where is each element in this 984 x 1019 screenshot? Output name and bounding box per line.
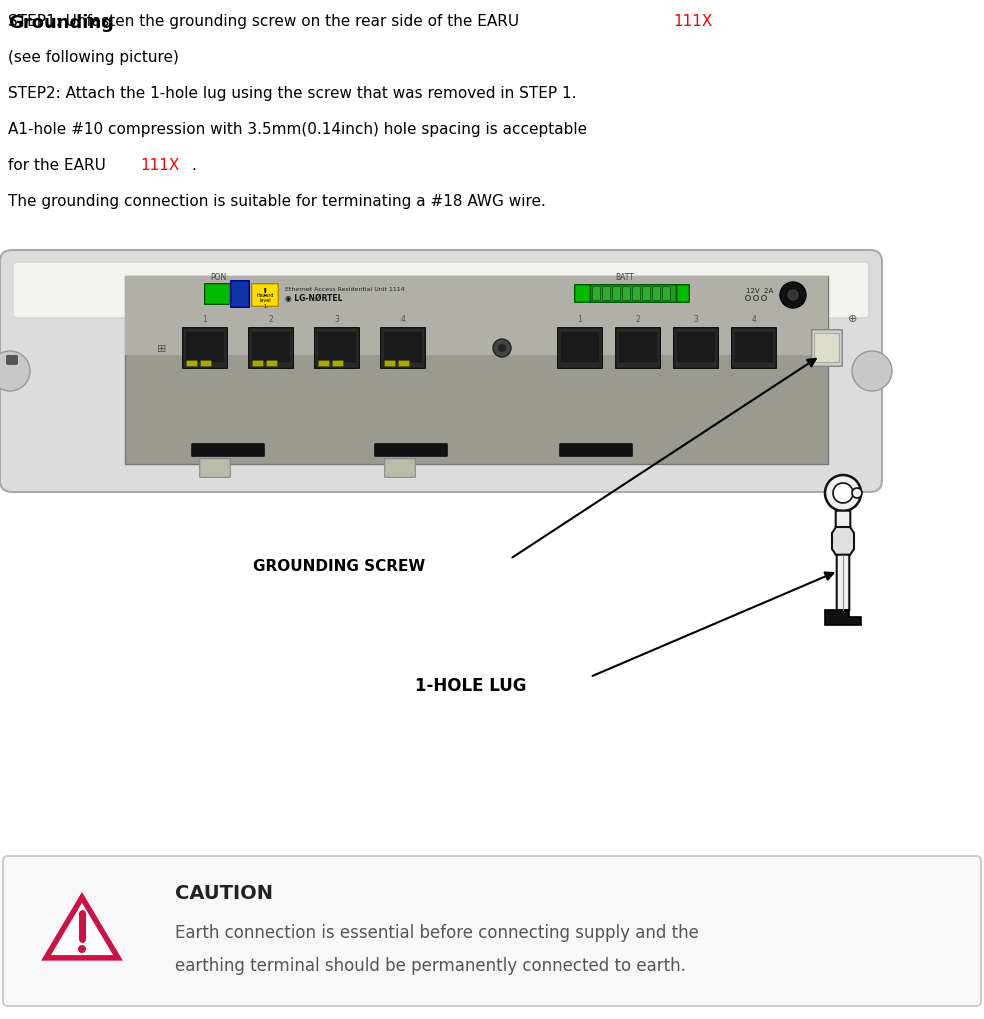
Circle shape — [493, 339, 511, 358]
Circle shape — [0, 352, 30, 391]
FancyBboxPatch shape — [200, 460, 230, 478]
Text: 1-HOLE LUG: 1-HOLE LUG — [415, 677, 526, 694]
FancyBboxPatch shape — [201, 362, 212, 367]
Circle shape — [833, 484, 853, 503]
FancyBboxPatch shape — [252, 332, 290, 363]
FancyBboxPatch shape — [205, 284, 230, 305]
FancyBboxPatch shape — [575, 285, 590, 303]
Text: CAUTION: CAUTION — [175, 883, 273, 902]
Text: ◉ LG-NØRTEL: ◉ LG-NØRTEL — [285, 294, 342, 304]
Text: 12V  2A: 12V 2A — [746, 287, 773, 293]
FancyBboxPatch shape — [267, 362, 277, 367]
Text: Earth connection is essential before connecting supply and the: Earth connection is essential before con… — [175, 923, 699, 942]
Circle shape — [788, 290, 798, 301]
Text: The grounding connection is suitable for terminating a #18 AWG wire.: The grounding connection is suitable for… — [8, 194, 546, 209]
FancyBboxPatch shape — [253, 362, 264, 367]
Text: GROUNDING SCREW: GROUNDING SCREW — [253, 559, 425, 574]
FancyBboxPatch shape — [13, 263, 869, 319]
Text: for the EARU: for the EARU — [8, 158, 111, 173]
FancyBboxPatch shape — [560, 444, 633, 457]
FancyBboxPatch shape — [735, 332, 773, 363]
Text: .: . — [191, 158, 196, 173]
FancyBboxPatch shape — [603, 287, 610, 301]
FancyBboxPatch shape — [677, 332, 715, 363]
Text: 111X: 111X — [141, 158, 180, 173]
Text: ⊕: ⊕ — [848, 314, 858, 324]
Circle shape — [825, 476, 861, 512]
Polygon shape — [825, 610, 861, 626]
Text: (see following picture): (see following picture) — [8, 50, 179, 65]
FancyBboxPatch shape — [623, 287, 631, 301]
FancyBboxPatch shape — [652, 287, 660, 301]
FancyBboxPatch shape — [183, 328, 227, 369]
FancyBboxPatch shape — [381, 328, 425, 369]
FancyBboxPatch shape — [385, 362, 396, 367]
FancyBboxPatch shape — [187, 362, 198, 367]
FancyBboxPatch shape — [613, 287, 620, 301]
FancyBboxPatch shape — [3, 856, 981, 1006]
Text: 1: 1 — [203, 315, 208, 324]
Text: 3: 3 — [335, 315, 339, 324]
FancyBboxPatch shape — [677, 285, 690, 303]
FancyBboxPatch shape — [616, 328, 660, 369]
Text: 111X: 111X — [674, 14, 713, 29]
Text: STEP2: Attach the 1-hole lug using the screw that was removed in STEP 1.: STEP2: Attach the 1-hole lug using the s… — [8, 86, 577, 101]
FancyBboxPatch shape — [835, 512, 850, 534]
Text: BATT: BATT — [616, 273, 635, 281]
FancyBboxPatch shape — [333, 362, 343, 367]
FancyBboxPatch shape — [812, 330, 842, 367]
FancyBboxPatch shape — [732, 328, 776, 369]
Polygon shape — [46, 898, 118, 958]
FancyBboxPatch shape — [252, 284, 278, 307]
FancyBboxPatch shape — [319, 362, 330, 367]
Text: 2: 2 — [636, 315, 641, 324]
Polygon shape — [832, 528, 854, 555]
FancyBboxPatch shape — [399, 362, 409, 367]
FancyBboxPatch shape — [249, 328, 293, 369]
Text: 2: 2 — [269, 315, 274, 324]
Text: earthing terminal should be permanently connected to earth.: earthing terminal should be permanently … — [175, 956, 686, 974]
Text: !: ! — [263, 287, 268, 298]
FancyBboxPatch shape — [318, 332, 356, 363]
FancyBboxPatch shape — [230, 281, 249, 308]
FancyBboxPatch shape — [619, 332, 657, 363]
Text: 1: 1 — [578, 315, 583, 324]
FancyBboxPatch shape — [315, 328, 359, 369]
Circle shape — [852, 352, 892, 391]
FancyBboxPatch shape — [592, 287, 600, 301]
Text: PON: PON — [210, 273, 226, 281]
FancyBboxPatch shape — [662, 287, 670, 301]
Circle shape — [78, 945, 86, 953]
Text: Grounding: Grounding — [8, 14, 114, 32]
FancyBboxPatch shape — [561, 332, 599, 363]
Text: 4: 4 — [400, 315, 405, 324]
Circle shape — [852, 488, 862, 498]
Text: 3: 3 — [694, 315, 699, 324]
FancyBboxPatch shape — [385, 460, 415, 478]
FancyBboxPatch shape — [186, 332, 224, 363]
FancyBboxPatch shape — [643, 287, 650, 301]
Text: A1-hole #10 compression with 3.5mm(0.14inch) hole spacing is acceptable: A1-hole #10 compression with 3.5mm(0.14i… — [8, 122, 587, 137]
FancyBboxPatch shape — [0, 251, 882, 492]
FancyBboxPatch shape — [590, 285, 676, 303]
Text: 4: 4 — [752, 315, 757, 324]
FancyBboxPatch shape — [674, 328, 718, 369]
Text: ⊞: ⊞ — [157, 343, 166, 354]
FancyBboxPatch shape — [558, 328, 602, 369]
FancyBboxPatch shape — [375, 444, 448, 457]
FancyBboxPatch shape — [125, 277, 828, 356]
Circle shape — [498, 344, 506, 353]
FancyBboxPatch shape — [7, 357, 18, 365]
Circle shape — [780, 282, 806, 309]
Text: Ethernet Access Residential Unit 1114: Ethernet Access Residential Unit 1114 — [285, 287, 404, 292]
Text: STEP1: Unfasten the grounding screw on the rear side of the EARU: STEP1: Unfasten the grounding screw on t… — [8, 14, 524, 29]
FancyBboxPatch shape — [815, 334, 839, 363]
FancyBboxPatch shape — [836, 555, 849, 610]
FancyBboxPatch shape — [125, 277, 828, 465]
FancyBboxPatch shape — [633, 287, 641, 301]
Text: Hazard
level
1: Hazard level 1 — [256, 292, 274, 309]
FancyBboxPatch shape — [384, 332, 422, 363]
FancyBboxPatch shape — [192, 444, 265, 457]
